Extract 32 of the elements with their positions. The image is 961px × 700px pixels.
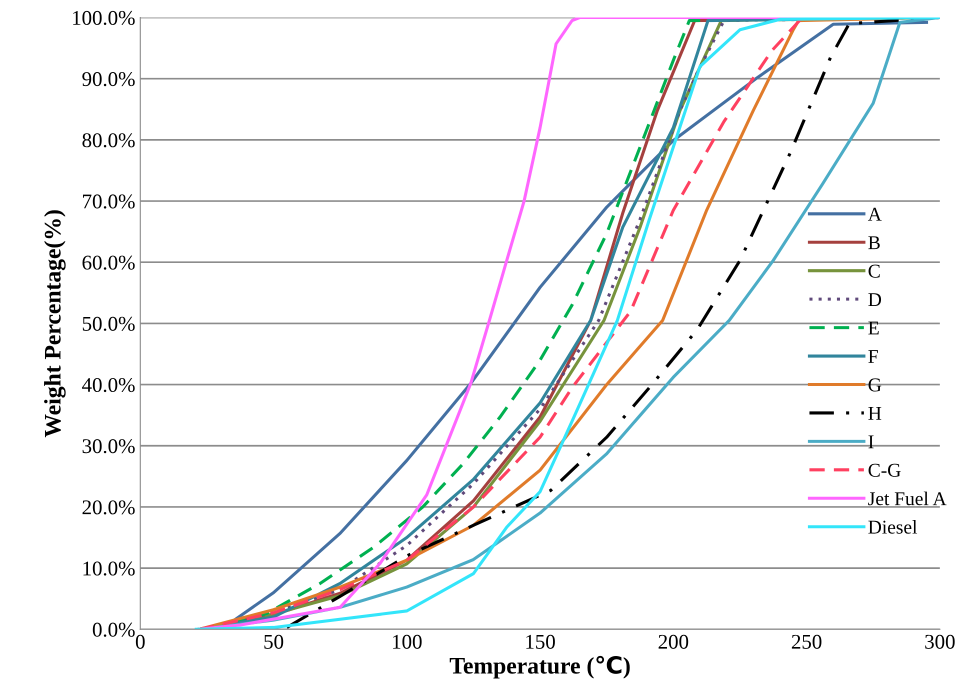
y-tick-label: 10.0% — [83, 561, 135, 576]
x-tick-label: 100 — [393, 634, 422, 649]
legend-label: E — [868, 322, 879, 334]
legend-label: Diesel — [868, 520, 918, 534]
y-axis-title: Weight Percentage(%) — [44, 210, 66, 438]
legend-label: B — [868, 236, 880, 250]
legend-label: Jet Fuel A — [868, 492, 946, 506]
y-tick-label: 20.0% — [82, 500, 135, 514]
legend-label: G — [868, 378, 882, 392]
legend-label: A — [868, 208, 882, 221]
y-tick-label: 0.0% — [92, 622, 135, 637]
legend-label: C-G — [868, 464, 901, 477]
x-tick-label: 50 — [264, 634, 284, 649]
y-tick-label: 50.0% — [82, 316, 135, 331]
y-tick-label: 80.0% — [82, 133, 135, 148]
x-tick-label: 200 — [658, 634, 688, 649]
y-tick-label: 40.0% — [82, 378, 135, 392]
x-axis-title: Temperature (℃) — [450, 656, 630, 679]
y-tick-label: 70.0% — [83, 194, 135, 209]
x-tick-label: 0 — [136, 634, 145, 649]
x-tick-label: 250 — [792, 634, 822, 649]
x-tick-label: 150 — [526, 634, 555, 649]
legend-label: I — [868, 435, 874, 448]
legend-label: C — [868, 264, 880, 278]
legend-label: F — [868, 350, 878, 363]
legend-label: D — [868, 293, 882, 306]
legend-label: H — [868, 407, 882, 420]
x-tick-label: 300 — [925, 634, 955, 649]
y-tick-label: 30.0% — [82, 439, 135, 454]
y-tick-label: 90.0% — [82, 72, 135, 86]
y-tick-label: 60.0% — [82, 256, 135, 270]
y-tick-label: 100.0% — [73, 10, 135, 26]
